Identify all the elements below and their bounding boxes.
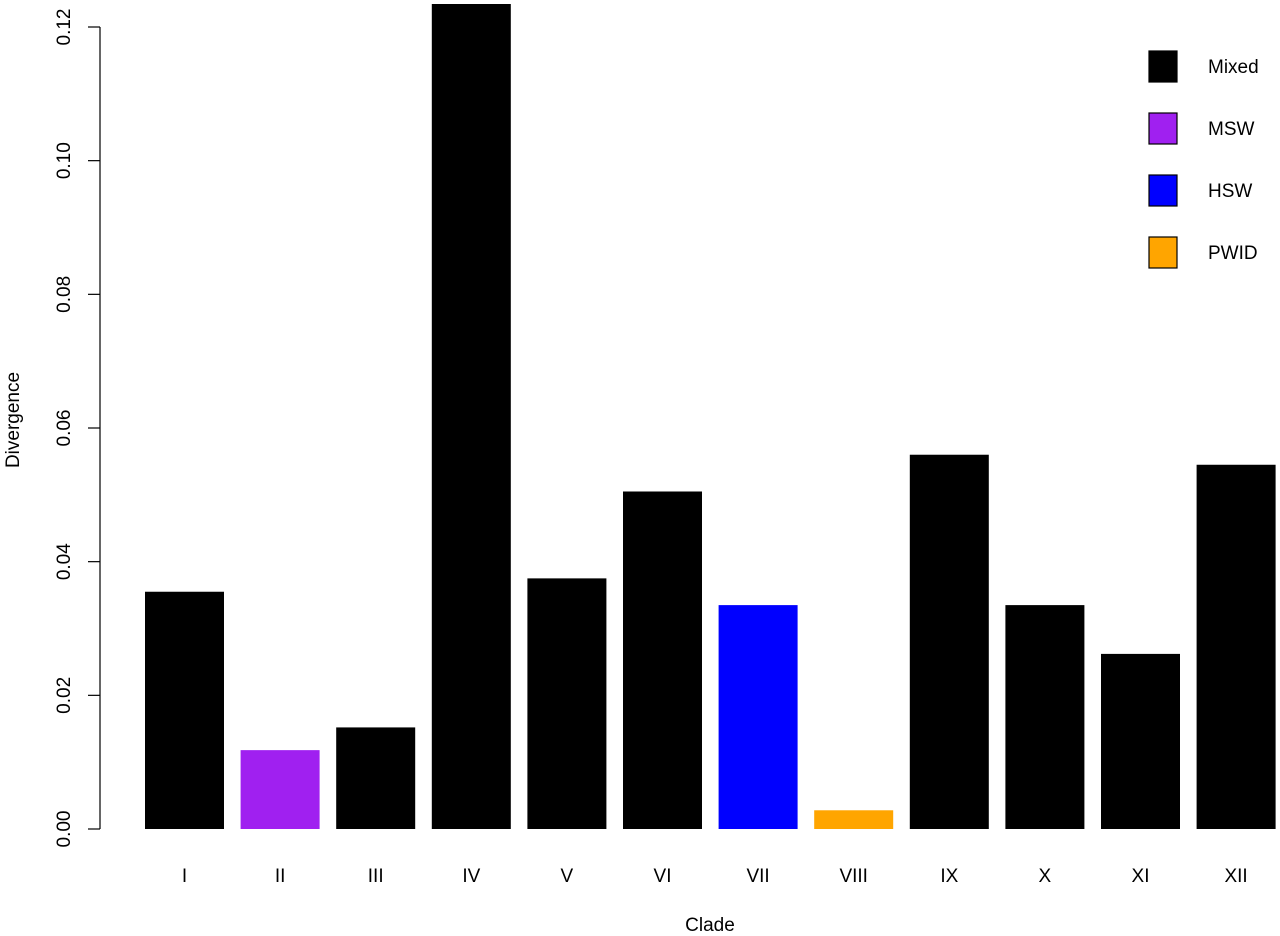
- legend-swatch-mixed: [1148, 50, 1178, 83]
- bar-xi: [1101, 653, 1180, 829]
- x-tick-label: X: [1039, 866, 1052, 887]
- y-tick-label: 0.00: [54, 811, 75, 848]
- bar-ii: [240, 750, 320, 829]
- y-tick-label: 0.12: [54, 9, 75, 46]
- x-tick-label: VIII: [839, 866, 868, 887]
- y-axis: 0.00 0.02 0.04 0.06 0.08 0.10 0.12: [54, 9, 101, 848]
- legend: Mixed MSW HSW PWID: [1148, 50, 1259, 269]
- bars-group: [145, 4, 1276, 829]
- bar-ix: [909, 454, 989, 829]
- x-tick-label: XI: [1132, 866, 1150, 887]
- x-tick-labels: I II III IV V VI VII VIII IX X XI XII: [182, 866, 1248, 887]
- bar-iv: [431, 4, 511, 829]
- x-tick-label: VII: [746, 866, 769, 887]
- y-tick-label: 0.08: [54, 276, 75, 313]
- x-tick-label: I: [182, 866, 187, 887]
- x-tick-label: V: [561, 866, 574, 887]
- bar-i: [145, 591, 224, 829]
- bar-iii: [336, 727, 416, 829]
- x-tick-label: IV: [462, 866, 480, 887]
- bar-vi: [623, 491, 702, 829]
- y-tick-label: 0.04: [54, 543, 75, 580]
- y-axis-title: Divergence: [3, 372, 24, 468]
- x-tick-label: III: [368, 866, 384, 887]
- y-tick-label: 0.10: [54, 142, 75, 179]
- x-tick-label: IX: [940, 866, 958, 887]
- bar-vii: [718, 605, 798, 829]
- y-tick-label: 0.06: [54, 410, 75, 447]
- x-tick-label: VI: [654, 866, 672, 887]
- bar-v: [527, 578, 607, 829]
- x-tick-label: II: [275, 866, 286, 887]
- legend-label-hsw: HSW: [1208, 181, 1252, 202]
- legend-swatch-msw: [1148, 112, 1178, 145]
- legend-swatch-hsw: [1148, 174, 1178, 207]
- x-tick-label: XII: [1224, 866, 1247, 887]
- bar-xii: [1196, 464, 1276, 829]
- bar-x: [1005, 605, 1085, 829]
- x-axis-title: Clade: [685, 915, 735, 936]
- bar-viii: [814, 810, 894, 829]
- legend-label-pwid: PWID: [1208, 243, 1258, 264]
- legend-label-mixed: Mixed: [1208, 57, 1259, 78]
- legend-swatch-pwid: [1148, 236, 1178, 269]
- y-tick-label: 0.02: [54, 677, 75, 714]
- legend-label-msw: MSW: [1208, 119, 1255, 140]
